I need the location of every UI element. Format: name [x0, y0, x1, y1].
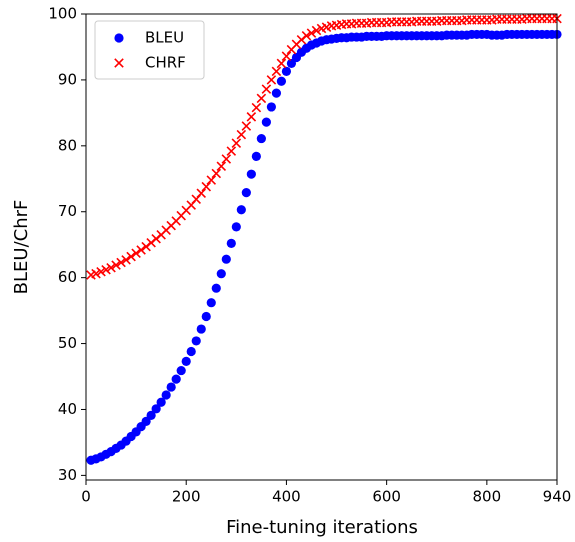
legend-label: BLEU — [145, 29, 184, 47]
point — [271, 66, 282, 77]
point — [106, 262, 116, 273]
point — [96, 266, 106, 277]
point — [216, 269, 226, 279]
point — [221, 254, 231, 264]
point — [271, 88, 282, 98]
point — [276, 76, 287, 86]
y-tick-label: 90 — [58, 70, 77, 88]
y-tick-label: 60 — [58, 268, 77, 286]
point — [201, 311, 211, 322]
x-tick-label: 200 — [172, 488, 201, 506]
point — [246, 112, 257, 122]
point — [206, 298, 216, 308]
point — [281, 66, 292, 76]
point — [211, 283, 221, 293]
point — [236, 129, 247, 140]
point — [306, 28, 317, 38]
x-tick-label: 800 — [473, 488, 502, 506]
point — [266, 75, 277, 85]
point — [266, 102, 276, 112]
point — [256, 93, 267, 104]
point — [116, 257, 126, 268]
point — [111, 260, 121, 270]
point — [211, 168, 222, 179]
point — [191, 336, 201, 346]
point — [126, 251, 136, 262]
y-tick-label: 40 — [58, 400, 77, 418]
y-tick-label: 100 — [48, 5, 77, 23]
legend: BLEU CHRF — [94, 20, 205, 80]
point — [186, 346, 196, 357]
legend-marker — [114, 33, 124, 43]
point — [151, 404, 161, 414]
point — [136, 245, 146, 255]
y-tick-label: 70 — [58, 202, 77, 220]
point — [166, 382, 176, 392]
point — [101, 264, 111, 275]
point — [176, 365, 186, 376]
y-axis-label: BLEU/ChrF — [11, 200, 32, 295]
point — [276, 58, 287, 69]
point — [241, 188, 251, 198]
point — [301, 30, 312, 41]
point — [226, 146, 237, 156]
series — [86, 13, 562, 280]
point — [216, 161, 227, 172]
point — [251, 151, 261, 161]
x-axis-label: Fine-tuning iterations — [226, 517, 418, 538]
point — [161, 390, 171, 400]
series — [86, 29, 562, 465]
point — [246, 169, 256, 179]
point — [256, 133, 266, 144]
x-tick-label: 940 — [543, 488, 572, 506]
point — [261, 117, 271, 127]
point — [261, 84, 272, 94]
point — [121, 255, 131, 265]
x-tick-label: 400 — [272, 488, 301, 506]
x-tick-label: 600 — [372, 488, 401, 506]
point — [236, 205, 246, 215]
point — [181, 356, 191, 366]
point — [146, 410, 156, 421]
x-tick-label: 0 — [81, 488, 91, 506]
point — [221, 154, 232, 164]
point — [131, 248, 141, 259]
point — [91, 268, 101, 279]
point — [226, 238, 236, 248]
point — [311, 25, 322, 36]
point — [196, 324, 206, 334]
y-tick-label: 30 — [58, 466, 77, 484]
legend-label: CHRF — [145, 54, 186, 72]
point — [206, 175, 217, 185]
point — [241, 121, 252, 131]
point — [231, 138, 242, 148]
y-tick-label: 50 — [58, 334, 77, 352]
legend-marker — [114, 58, 124, 68]
point — [196, 188, 207, 199]
point — [201, 181, 212, 192]
y-tick-label: 80 — [58, 136, 77, 154]
point — [251, 102, 262, 113]
point — [171, 374, 181, 384]
point — [281, 51, 292, 61]
point — [156, 397, 166, 407]
plot-frame — [85, 13, 558, 481]
point — [231, 222, 241, 232]
